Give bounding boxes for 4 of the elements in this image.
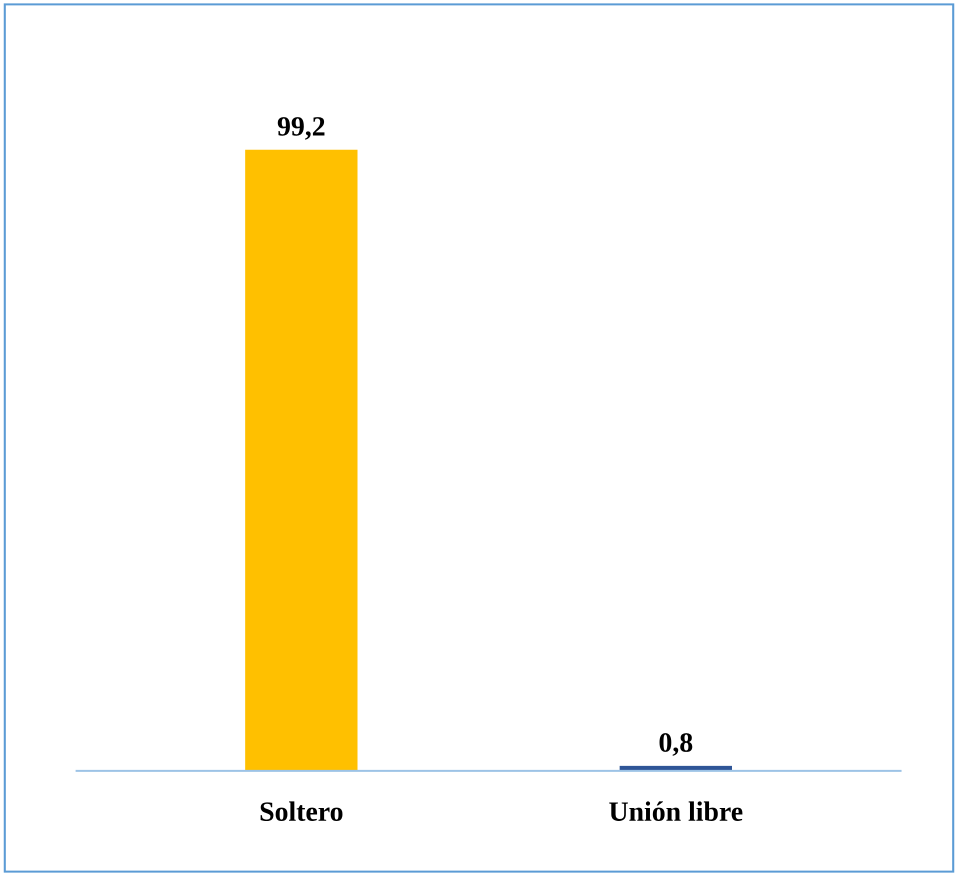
x-tick-label: Soltero [260,801,342,821]
data-label: 99,2 [278,117,324,140]
x-tick-label: Unión libre [609,801,742,821]
data-label: 0,8 [660,733,692,756]
